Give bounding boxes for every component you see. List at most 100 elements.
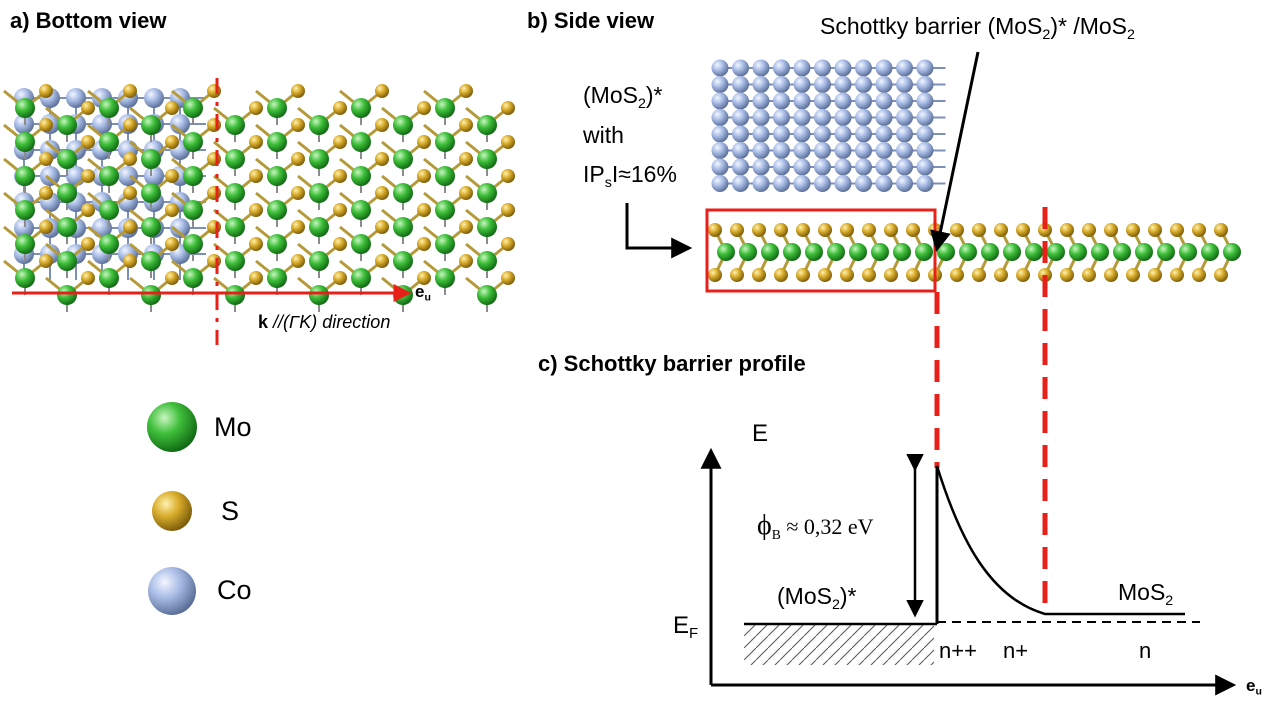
atom-s: [81, 101, 95, 115]
atom-co: [896, 142, 913, 159]
legend-co-label: Co: [217, 575, 252, 605]
atom-mo: [267, 132, 287, 152]
atom-mo: [717, 243, 735, 261]
atom-s: [906, 268, 920, 282]
atom-co: [118, 166, 138, 186]
atom-mo: [393, 285, 413, 305]
side-view-lattice: [708, 59, 1241, 282]
atom-co: [855, 125, 872, 143]
atom-mo: [893, 243, 911, 261]
atom-mo: [351, 166, 371, 186]
atom-co: [711, 142, 729, 159]
atom-mo: [183, 268, 203, 288]
barrier-profile-title: c) Schottky barrier profile: [538, 351, 806, 376]
atom-s: [840, 223, 854, 237]
atom-co: [144, 88, 164, 108]
atom-co: [732, 158, 749, 176]
atom-mo: [225, 251, 245, 271]
atom-co: [711, 158, 729, 176]
atom-mo: [99, 166, 119, 186]
atom-s: [207, 118, 221, 132]
atom-s: [1148, 223, 1162, 237]
atom-co: [814, 158, 831, 176]
atom-co: [773, 109, 790, 126]
interface-pointer-arrow: [930, 51, 980, 253]
atom-s: [249, 203, 263, 217]
atom-s: [501, 203, 515, 217]
atom-s: [1126, 223, 1140, 237]
atom-s: [796, 268, 810, 282]
atom-s: [81, 135, 95, 149]
atom-mo: [183, 98, 203, 118]
atom-mo: [57, 217, 77, 237]
atom-s: [291, 118, 305, 132]
atom-co: [855, 59, 872, 77]
atom-s: [862, 268, 876, 282]
atom-s: [81, 203, 95, 217]
legend-mo-label: Mo: [214, 412, 252, 442]
atom-s: [39, 152, 53, 166]
atom-s: [1148, 268, 1162, 282]
atom-s: [291, 84, 305, 98]
atom-s: [123, 84, 137, 98]
atom-co: [916, 175, 934, 192]
atom-s: [1170, 268, 1184, 282]
atom-co: [814, 92, 831, 110]
atom-co: [834, 158, 852, 176]
atom-co: [896, 175, 913, 192]
atom-s: [333, 203, 347, 217]
atom-co: [875, 92, 893, 110]
legend-mo-sphere: [147, 402, 197, 452]
atom-co: [855, 76, 872, 93]
atom-co: [773, 158, 790, 176]
atom-mo: [351, 268, 371, 288]
atom-co: [752, 59, 770, 77]
atom-mo: [435, 200, 455, 220]
atom-s: [375, 220, 389, 234]
atom-co: [793, 109, 811, 126]
atom-s: [884, 223, 898, 237]
atom-co: [711, 76, 729, 93]
atom-s: [884, 268, 898, 282]
atom-mo: [435, 268, 455, 288]
atom-s: [1104, 223, 1118, 237]
atom-mo: [309, 251, 329, 271]
metal-states-hatching: [744, 625, 934, 665]
atom-s: [1104, 268, 1118, 282]
atom-mo: [393, 183, 413, 203]
atom-s: [165, 203, 179, 217]
atom-s: [291, 186, 305, 200]
atom-co: [170, 218, 190, 238]
atom-s: [249, 169, 263, 183]
atom-s: [207, 152, 221, 166]
atom-s: [796, 223, 810, 237]
atom-mo: [99, 132, 119, 152]
atom-co: [814, 59, 831, 77]
atom-co: [752, 92, 770, 110]
atom-s: [1126, 268, 1140, 282]
atom-co: [916, 109, 934, 126]
atom-co: [66, 88, 86, 108]
atom-mo: [225, 149, 245, 169]
atom-s: [123, 152, 137, 166]
atom-s: [501, 237, 515, 251]
atom-mo: [435, 234, 455, 254]
atom-s: [165, 169, 179, 183]
atom-s: [417, 271, 431, 285]
atom-co: [875, 158, 893, 176]
profile-eu-label: eu: [1246, 676, 1262, 698]
barrier-height-label: ϕB ≈ 0,32 eV: [757, 510, 874, 542]
atom-co: [916, 92, 934, 110]
atom-co: [834, 92, 852, 110]
atom-mo: [915, 243, 933, 261]
atom-co: [855, 158, 872, 176]
atom-mo: [435, 166, 455, 186]
bottom-view-title: a) Bottom view: [10, 8, 167, 33]
atom-mo: [761, 243, 779, 261]
atom-s: [417, 169, 431, 183]
atom-mo: [141, 115, 161, 135]
atom-co: [875, 142, 893, 159]
atom-mo: [57, 115, 77, 135]
